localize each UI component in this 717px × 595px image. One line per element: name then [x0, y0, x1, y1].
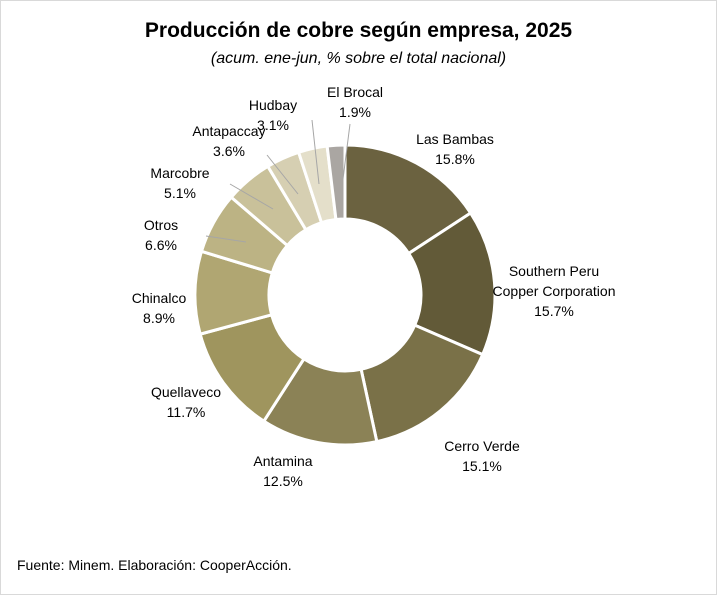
slice-name-label: El Brocal: [327, 84, 383, 100]
slice-name-label: Hudbay: [249, 97, 297, 113]
slice-value-label: 15.7%: [534, 303, 574, 319]
source-note: Fuente: Minem. Elaboración: CooperAcción…: [17, 557, 292, 573]
chart-subtitle: (acum. ene-jun, % sobre el total naciona…: [210, 50, 507, 67]
slice-value-label: 15.8%: [435, 151, 475, 167]
slice-name-label: Chinalco: [132, 290, 187, 306]
slice-name-label: Quellaveco: [151, 384, 221, 400]
slice-value-label: 6.6%: [145, 237, 177, 253]
slice-value-label: 3.1%: [257, 117, 289, 133]
slice-value-label: 5.1%: [164, 185, 196, 201]
leader-line: [311, 119, 320, 185]
slice-name-label: Antapaccay: [192, 123, 265, 139]
leader-line: [205, 235, 247, 243]
slice-name-label: Las Bambas: [416, 131, 494, 147]
leader-line: [229, 183, 274, 210]
slice-value-label: 15.1%: [462, 458, 502, 474]
slice-name-label: Copper Corporation: [493, 283, 616, 299]
slice-value-label: 8.9%: [143, 310, 175, 326]
slice-name-label: Antamina: [253, 453, 312, 469]
donut-slice-el-brocal: [325, 143, 347, 222]
slice-name-label: Otros: [144, 217, 178, 233]
slice-name-label: Cerro Verde: [444, 438, 520, 454]
leader-line: [266, 154, 299, 195]
leader-line: [342, 123, 351, 180]
slice-value-label: 3.6%: [213, 143, 245, 159]
slice-value-label: 11.7%: [167, 404, 206, 420]
slice-name-label: Marcobre: [150, 165, 209, 181]
chart-title: Producción de cobre según empresa, 2025: [144, 19, 573, 42]
slice-name-label: Southern Peru: [509, 263, 599, 279]
slice-value-label: 1.9%: [339, 104, 371, 120]
slice-value-label: 12.5%: [263, 473, 303, 489]
